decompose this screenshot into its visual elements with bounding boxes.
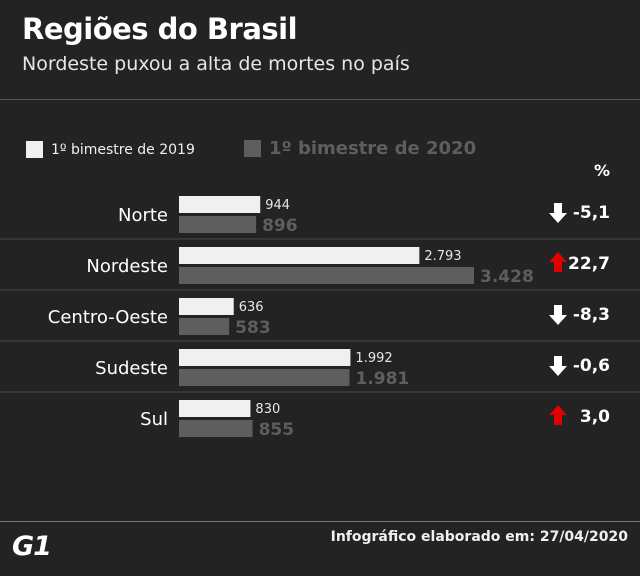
change-value: -8,3: [573, 305, 610, 325]
bar-label-2019: 944: [265, 198, 290, 213]
bar-chart: Norte 944 896 -5,1 Nordeste 2.793 3.428 22,7 Cen…: [0, 196, 640, 440]
bar-2020: [179, 216, 257, 233]
category-label: Norte: [118, 205, 168, 226]
bar-label-2020: 1.981: [355, 369, 409, 389]
bar-label-2019: 2.793: [424, 249, 461, 264]
arrow-up-icon: [549, 252, 567, 272]
bar-2019: [179, 349, 351, 366]
legend-label-2020: 1º bimestre de 2020: [269, 138, 477, 159]
bar-2020: [179, 420, 253, 437]
bar-label-2019: 636: [239, 300, 264, 315]
bar-label-2020: 855: [259, 420, 295, 440]
change-value: -5,1: [573, 203, 610, 223]
footer-divider: [0, 521, 640, 522]
chart-title: Regiões do Brasil: [22, 12, 298, 46]
bar-label-2019: 830: [255, 402, 280, 417]
bar-2019: [179, 400, 251, 417]
bar-label-2020: 583: [235, 318, 271, 338]
bar-label-2020: 3.428: [480, 267, 534, 287]
arrow-down-icon: [549, 305, 567, 325]
bar-2020: [179, 369, 350, 386]
header-divider: [0, 99, 640, 100]
arrow-up-icon: [549, 405, 567, 425]
bar-2019: [179, 247, 420, 264]
g1-logo: G1: [12, 531, 52, 562]
legend-item-2019: 1º bimestre de 2019: [26, 141, 195, 158]
legend-item-2020: 1º bimestre de 2020: [244, 138, 476, 159]
arrow-down-icon: [549, 203, 567, 223]
legend-label-2019: 1º bimestre de 2019: [51, 141, 195, 158]
change-value: -0,6: [573, 356, 610, 376]
category-label: Centro-Oeste: [48, 307, 168, 328]
category-label: Sul: [140, 409, 168, 430]
arrow-down-icon: [549, 356, 567, 376]
bar-label-2019: 1.992: [355, 351, 392, 366]
footer-credit: Infográfico elaborado em: 27/04/2020: [330, 529, 628, 545]
bar-2020: [179, 318, 230, 335]
bar-label-2020: 896: [262, 216, 298, 236]
percent-column-header: %: [593, 161, 610, 180]
legend-swatch-2020: [244, 140, 261, 157]
category-label: Nordeste: [86, 256, 168, 277]
category-label: Sudeste: [95, 358, 168, 379]
chart-subtitle: Nordeste puxou a alta de mortes no país: [22, 53, 410, 75]
bar-2019: [179, 196, 261, 213]
legend-swatch-2019: [26, 141, 43, 158]
change-value: 3,0: [580, 407, 610, 427]
change-value: 22,7: [568, 254, 610, 274]
bar-2020: [179, 267, 474, 284]
bar-2019: [179, 298, 234, 315]
